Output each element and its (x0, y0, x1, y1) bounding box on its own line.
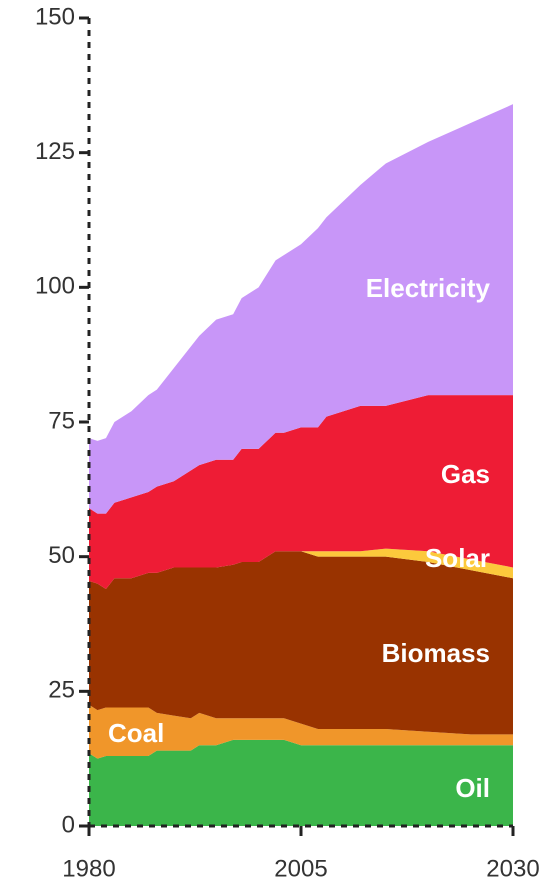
series-label: Coal (108, 718, 164, 748)
area (89, 739, 513, 826)
series-label: Solar (425, 543, 490, 573)
area (89, 704, 513, 759)
y-tick-label: 75 (48, 407, 75, 434)
series-label: Biomass (382, 638, 490, 668)
area (89, 551, 513, 735)
area (89, 395, 513, 589)
y-tick-label: 125 (35, 138, 75, 165)
series-label: Oil (455, 773, 490, 803)
y-tick-label: 25 (48, 677, 75, 704)
x-tick-label: 2030 (486, 855, 539, 882)
area (89, 548, 513, 589)
area (89, 104, 513, 514)
y-tick-label: 0 (62, 811, 75, 838)
y-tick-label: 100 (35, 273, 75, 300)
y-tick-label: 50 (48, 542, 75, 569)
x-tick-label: 1980 (62, 855, 115, 882)
series-label: Gas (441, 459, 490, 489)
series-label: Electricity (366, 273, 491, 303)
x-tick-label: 2005 (274, 855, 327, 882)
y-tick-label: 150 (35, 3, 75, 30)
